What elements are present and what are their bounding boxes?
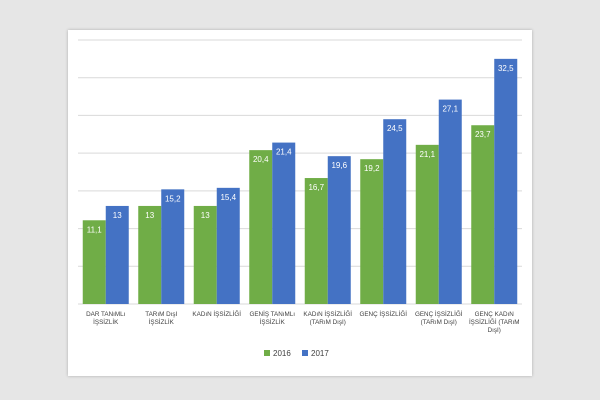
bar-2016-5	[304, 178, 328, 304]
data-label-2016-2: 13	[145, 211, 154, 220]
bar-2016-4	[249, 150, 273, 304]
category-labels: DAR TANıMLı İŞSİZLİK TARıM DışI İŞSİZLİK KAD…	[86, 309, 519, 334]
data-label-2016-1: 11,1	[87, 225, 103, 234]
bar-2017-6	[383, 119, 407, 304]
bar-2016-3	[193, 205, 217, 304]
data-label-2016-3: 13	[201, 211, 210, 220]
bar-2017-5	[327, 156, 351, 304]
bar-chart: 11,1 13 13 15,2 13 15,4 20,4 21,4 16,7 19,6 19,2 24…	[78, 39, 522, 358]
category-label-8: GENÇ KADıN İŞSİZLİĞİ (TARıM DışI)	[469, 311, 520, 334]
data-label-2017-7: 27,1	[442, 105, 458, 114]
bar-2017-2	[161, 189, 185, 304]
data-label-2017-2: 15,2	[165, 194, 181, 203]
bar-2017-8	[494, 58, 518, 304]
data-label-2016-6: 19,2	[364, 164, 380, 173]
legend-swatch-2017	[302, 350, 308, 356]
bar-2017-1	[105, 205, 129, 304]
category-label-2: TARıM DışI İŞSİZLİK	[145, 311, 177, 326]
category-label-7: GENÇ İŞSİZLİĞİ (TARıM DışI)	[415, 309, 463, 326]
bar-2016-6	[360, 159, 384, 304]
bar-2017-3	[216, 187, 240, 304]
data-label-2017-6: 24,5	[387, 124, 403, 133]
bar-2016-1	[82, 220, 106, 304]
data-label-2017-1: 13	[113, 211, 122, 220]
bars	[82, 58, 518, 305]
data-label-2016-7: 21,1	[419, 150, 435, 159]
data-labels: 11,1 13 13 15,2 13 15,4 20,4 21,4 16,7 19,6 19,2 24…	[87, 64, 514, 234]
legend-swatch-2016	[264, 350, 270, 356]
category-label-1: DAR TANıMLı İŞSİZLİK	[86, 311, 126, 326]
data-label-2017-3: 15,4	[220, 193, 236, 202]
bar-2017-4	[272, 142, 296, 304]
category-label-6: GENÇ İŞSİZLİĞİ	[359, 309, 407, 318]
data-label-2016-8: 23,7	[475, 130, 491, 139]
category-label-3: KADıN İŞSİZLİĞİ	[192, 309, 241, 318]
bar-2016-2	[138, 205, 162, 304]
chart-frame: 11,1 13 13 15,2 13 15,4 20,4 21,4 16,7 19,6 19,2 24…	[68, 30, 532, 376]
legend-label-2017: 2017	[311, 349, 329, 358]
category-label-4: GENİŞ TANıMLı İŞSİZLİK	[249, 309, 295, 326]
category-label-5: KADıN İŞSİZLİĞİ (TARıM DışI)	[303, 309, 352, 326]
legend: 2016 2017	[264, 349, 329, 358]
bar-2016-7	[415, 144, 439, 304]
data-label-2017-4: 21,4	[276, 148, 292, 157]
data-label-2016-5: 16,7	[308, 183, 324, 192]
data-label-2017-8: 32,5	[498, 64, 514, 73]
legend-label-2016: 2016	[273, 349, 291, 358]
bar-2017-7	[438, 99, 462, 305]
data-label-2017-5: 19,6	[331, 161, 347, 170]
bar-2016-8	[471, 125, 495, 304]
data-label-2016-4: 20,4	[253, 155, 269, 164]
